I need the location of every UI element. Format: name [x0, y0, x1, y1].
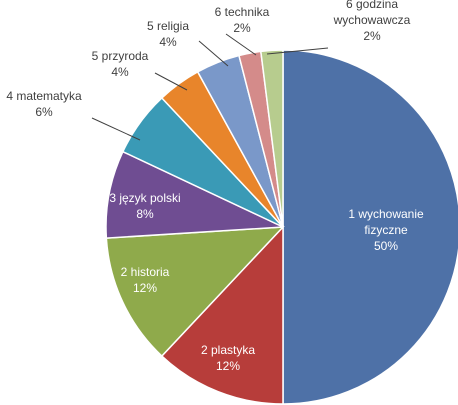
leader-line — [266, 47, 329, 55]
leader-line — [91, 117, 141, 141]
slice-label: 5 religia 4% — [147, 19, 189, 49]
slice-name: wychowawcza — [333, 13, 411, 27]
slice-name: 4 matematyka — [6, 89, 82, 103]
pie-slice — [105, 226, 285, 358]
slice-percent: 8% — [136, 207, 154, 221]
pie-slice — [105, 150, 284, 239]
slice-label: 2 plastyka 12% — [201, 343, 255, 373]
slice-label: 5 przyroda 4% — [92, 49, 149, 79]
slice-percent: 6% — [35, 105, 53, 119]
pie-slices — [105, 49, 458, 405]
slice-percent: 2% — [233, 21, 251, 35]
slice-name: 6 technika — [215, 5, 270, 19]
slice-name: 6 godzina — [346, 0, 398, 11]
slice-percent: 12% — [133, 281, 157, 295]
slice-label: 6 godzina wychowawcza 2% — [333, 0, 411, 43]
pie-slice — [259, 49, 284, 228]
leader-line — [225, 33, 257, 56]
slice-name: 5 religia — [147, 19, 189, 33]
slice-percent: 4% — [159, 35, 177, 49]
slice-label: 4 matematyka 6% — [6, 89, 82, 119]
slice-name: 2 historia — [121, 265, 170, 279]
slice-label: 3 język polski 8% — [109, 191, 180, 221]
slice-percent: 12% — [216, 359, 240, 373]
slice-percent: 2% — [363, 29, 381, 43]
slice-name: 1 wychowanie — [348, 207, 424, 221]
leader-line — [198, 40, 229, 67]
slice-name: 2 plastyka — [201, 343, 255, 357]
slice-label: 2 historia 12% — [121, 265, 170, 295]
slice-name: 5 przyroda — [92, 49, 149, 63]
slice-percent: 50% — [374, 239, 398, 253]
leader-lines — [91, 33, 329, 141]
slice-name: fizyczne — [364, 223, 408, 237]
slice-name: 3 język polski — [109, 191, 180, 205]
pie-slice — [160, 225, 284, 405]
slice-label: 1 wychowanie fizyczne 50% — [348, 207, 424, 253]
slice-label: 6 technika 2% — [215, 5, 270, 35]
slice-labels: 1 wychowanie fizyczne 50%2 plastyka 12%2 hi… — [6, 0, 424, 373]
pie-slice — [282, 49, 458, 405]
leader-line — [154, 72, 188, 91]
slice-percent: 4% — [111, 65, 129, 79]
